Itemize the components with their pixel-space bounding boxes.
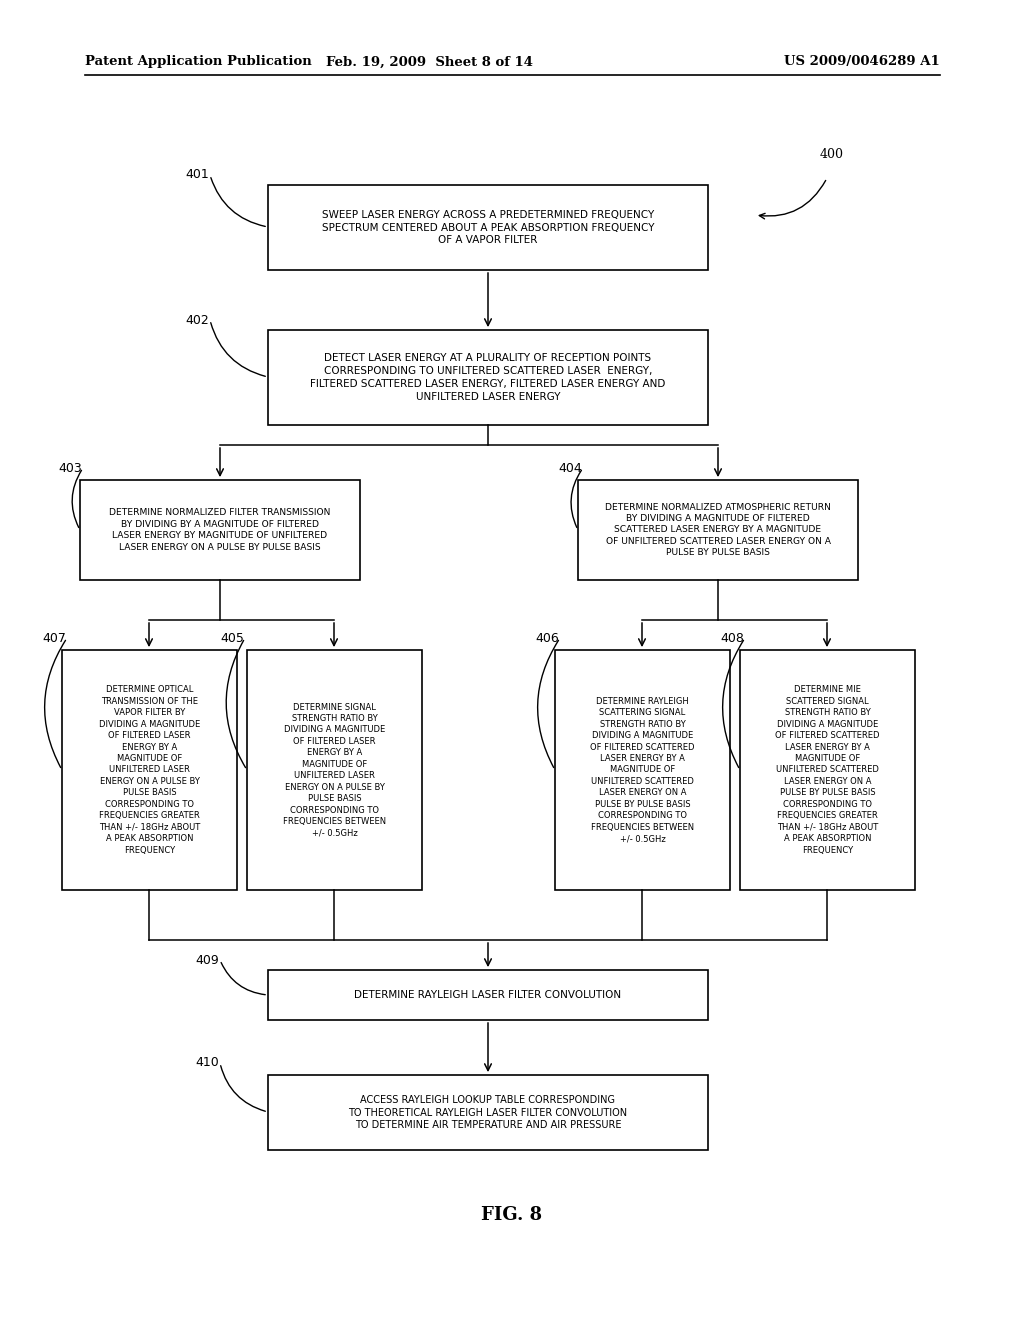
- Text: 410: 410: [195, 1056, 219, 1069]
- Text: 400: 400: [820, 149, 844, 161]
- Text: FIG. 8: FIG. 8: [481, 1206, 543, 1224]
- Text: DETERMINE RAYLEIGH
SCATTERING SIGNAL
STRENGTH RATIO BY
DIVIDING A MAGNITUDE
OF F: DETERMINE RAYLEIGH SCATTERING SIGNAL STR…: [590, 697, 694, 843]
- Text: Feb. 19, 2009  Sheet 8 of 14: Feb. 19, 2009 Sheet 8 of 14: [327, 55, 534, 69]
- Text: 406: 406: [535, 631, 559, 644]
- Text: DETERMINE NORMALIZED ATMOSPHERIC RETURN
BY DIVIDING A MAGNITUDE OF FILTERED
SCAT: DETERMINE NORMALIZED ATMOSPHERIC RETURN …: [605, 503, 830, 557]
- Bar: [555, 649, 730, 890]
- Text: DETERMINE NORMALIZED FILTER TRANSMISSION
BY DIVIDING BY A MAGNITUDE OF FILTERED
: DETERMINE NORMALIZED FILTER TRANSMISSION…: [110, 508, 331, 552]
- Bar: [268, 185, 708, 271]
- Text: 404: 404: [558, 462, 582, 474]
- Text: ACCESS RAYLEIGH LOOKUP TABLE CORRESPONDING
TO THEORETICAL RAYLEIGH LASER FILTER : ACCESS RAYLEIGH LOOKUP TABLE CORRESPONDI…: [348, 1094, 628, 1130]
- Text: DETERMINE MIE
SCATTERED SIGNAL
STRENGTH RATIO BY
DIVIDING A MAGNITUDE
OF FILTERE: DETERMINE MIE SCATTERED SIGNAL STRENGTH …: [775, 685, 880, 854]
- Text: 402: 402: [185, 314, 209, 326]
- Text: 408: 408: [720, 631, 743, 644]
- Bar: [268, 1074, 708, 1150]
- Bar: [80, 480, 360, 579]
- Text: DETECT LASER ENERGY AT A PLURALITY OF RECEPTION POINTS
CORRESPONDING TO UNFILTER: DETECT LASER ENERGY AT A PLURALITY OF RE…: [310, 354, 666, 401]
- Bar: [62, 649, 237, 890]
- Text: 409: 409: [195, 953, 219, 966]
- Bar: [740, 649, 915, 890]
- Bar: [578, 480, 858, 579]
- Text: 405: 405: [220, 631, 244, 644]
- FancyArrowPatch shape: [760, 181, 825, 219]
- Text: DETERMINE RAYLEIGH LASER FILTER CONVOLUTION: DETERMINE RAYLEIGH LASER FILTER CONVOLUT…: [354, 990, 622, 1001]
- Text: 403: 403: [58, 462, 82, 474]
- Text: US 2009/0046289 A1: US 2009/0046289 A1: [784, 55, 940, 69]
- Text: DETERMINE OPTICAL
TRANSMISSION OF THE
VAPOR FILTER BY
DIVIDING A MAGNITUDE
OF FI: DETERMINE OPTICAL TRANSMISSION OF THE VA…: [99, 685, 200, 854]
- Text: Patent Application Publication: Patent Application Publication: [85, 55, 311, 69]
- Bar: [268, 970, 708, 1020]
- Bar: [247, 649, 422, 890]
- Text: SWEEP LASER ENERGY ACROSS A PREDETERMINED FREQUENCY
SPECTRUM CENTERED ABOUT A PE: SWEEP LASER ENERGY ACROSS A PREDETERMINE…: [322, 210, 654, 246]
- Bar: [268, 330, 708, 425]
- Text: 401: 401: [185, 169, 209, 181]
- Text: 407: 407: [42, 631, 66, 644]
- Text: DETERMINE SIGNAL
STRENGTH RATIO BY
DIVIDING A MAGNITUDE
OF FILTERED LASER
ENERGY: DETERMINE SIGNAL STRENGTH RATIO BY DIVID…: [283, 702, 386, 837]
